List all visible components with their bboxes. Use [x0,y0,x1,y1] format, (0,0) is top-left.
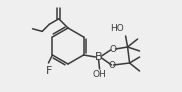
Text: O: O [108,61,115,69]
Text: HO: HO [110,24,123,33]
Text: B: B [95,52,102,62]
Text: O: O [109,45,116,54]
Text: F: F [46,66,53,76]
Text: OH: OH [93,70,106,79]
